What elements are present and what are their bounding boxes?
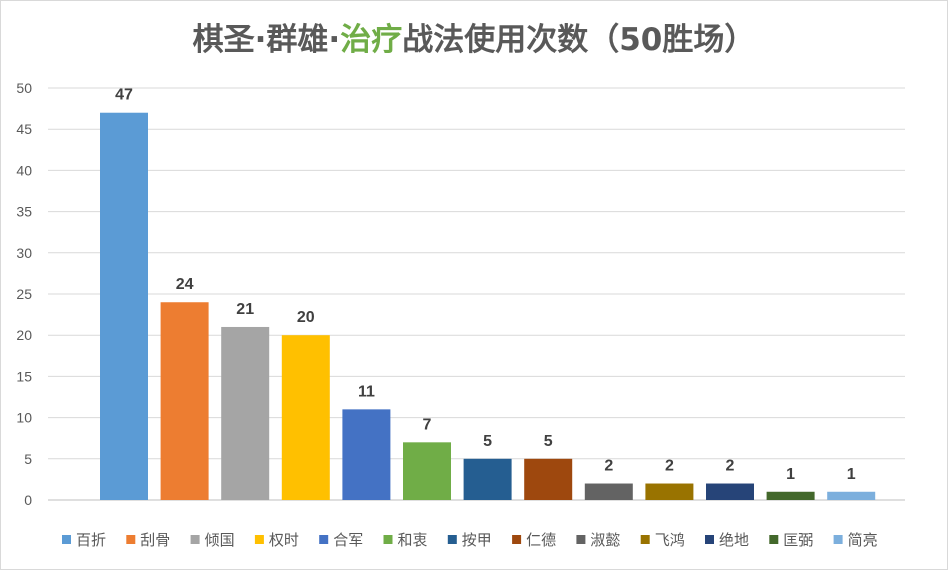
y-tick-label: 50 bbox=[16, 80, 32, 96]
bar-淑懿 bbox=[584, 483, 633, 500]
data-label: 1 bbox=[786, 466, 795, 483]
y-tick-label: 35 bbox=[16, 204, 32, 220]
chart-title-accent: 治疗 bbox=[340, 22, 403, 58]
legend-item: 倾国 bbox=[190, 531, 235, 549]
bar-倾国 bbox=[221, 326, 270, 500]
chart-title: 棋圣·群雄·治疗战法使用次数（50胜场） bbox=[0, 14, 948, 59]
y-tick-label: 45 bbox=[16, 121, 32, 137]
legend-label: 匡弼 bbox=[783, 531, 813, 549]
legend-item: 权时 bbox=[254, 531, 299, 549]
legend-swatch bbox=[447, 535, 457, 544]
legend-swatch bbox=[383, 535, 393, 544]
y-tick-label: 15 bbox=[16, 368, 32, 384]
legend-swatch bbox=[512, 535, 522, 544]
data-label: 11 bbox=[358, 383, 375, 400]
legend-swatch bbox=[126, 535, 136, 544]
data-label: 1 bbox=[847, 466, 856, 483]
legend-swatch bbox=[833, 535, 843, 544]
data-label: 7 bbox=[423, 416, 432, 433]
data-label: 24 bbox=[176, 276, 194, 293]
legend-swatch bbox=[254, 535, 264, 544]
bar-飞鸿 bbox=[645, 483, 694, 500]
legend-label: 按甲 bbox=[462, 531, 492, 549]
legend-swatch bbox=[319, 535, 329, 544]
legend-item: 刮骨 bbox=[126, 531, 170, 549]
legend-label: 刮骨 bbox=[140, 531, 170, 549]
legend-item: 匡弼 bbox=[769, 531, 813, 549]
legend-label: 倾国 bbox=[205, 531, 235, 549]
data-label: 20 bbox=[297, 309, 315, 326]
legend-item: 按甲 bbox=[447, 531, 492, 549]
bar-series bbox=[100, 112, 876, 500]
bar-权时 bbox=[281, 335, 330, 500]
data-label: 47 bbox=[115, 87, 133, 104]
legend-label: 仁德 bbox=[526, 531, 556, 549]
legend-label: 合军 bbox=[333, 531, 363, 549]
data-label: 5 bbox=[544, 433, 553, 450]
legend-label: 淑懿 bbox=[590, 531, 620, 549]
legend-item: 淑懿 bbox=[576, 531, 620, 549]
legend-label: 飞鸿 bbox=[655, 531, 685, 549]
legend-swatch bbox=[190, 535, 200, 544]
legend-swatch bbox=[62, 535, 71, 544]
legend-label: 百折 bbox=[76, 531, 106, 549]
chart-title-suffix: 战法使用次数（50胜场） bbox=[402, 22, 756, 58]
legend-label: 权时 bbox=[269, 531, 299, 549]
data-label: 5 bbox=[483, 433, 492, 450]
bar-匡弼 bbox=[766, 491, 815, 500]
bar-刮骨 bbox=[160, 302, 209, 500]
legend-swatch bbox=[640, 535, 650, 544]
legend-item: 飞鸿 bbox=[640, 531, 685, 549]
y-axis: 0 5 10 15 20 25 30 35 40 45 50 bbox=[16, 80, 32, 508]
data-label: 2 bbox=[604, 458, 613, 475]
y-tick-label: 30 bbox=[16, 245, 32, 261]
bar-按甲 bbox=[463, 458, 512, 500]
legend-label: 绝地 bbox=[719, 531, 749, 549]
legend-label: 和衷 bbox=[398, 531, 428, 549]
legend-swatch bbox=[769, 535, 779, 544]
bar-简亮 bbox=[827, 491, 876, 500]
y-tick-label: 40 bbox=[16, 162, 32, 178]
legend-item: 仁德 bbox=[512, 531, 556, 549]
legend-item: 合军 bbox=[319, 531, 363, 549]
y-tick-label: 5 bbox=[24, 451, 32, 467]
data-label: 2 bbox=[726, 458, 735, 475]
y-tick-label: 10 bbox=[16, 410, 32, 426]
legend-swatch bbox=[705, 535, 714, 544]
y-tick-label: 25 bbox=[16, 286, 32, 302]
legend-item: 简亮 bbox=[833, 531, 878, 549]
bar-和衷 bbox=[403, 442, 451, 500]
legend-label: 简亮 bbox=[848, 531, 878, 549]
bar-绝地 bbox=[706, 483, 754, 500]
bar-百折 bbox=[100, 112, 148, 500]
bar-仁德 bbox=[524, 458, 573, 500]
chart-title-prefix: 棋圣·群雄· bbox=[192, 22, 341, 58]
legend-swatch bbox=[576, 535, 586, 544]
bar-合军 bbox=[342, 409, 391, 500]
legend-item: 百折 bbox=[62, 531, 106, 549]
y-tick-label: 0 bbox=[24, 492, 32, 508]
legend-item: 绝地 bbox=[705, 531, 749, 549]
legend: 百折 刮骨 倾国 权时 合军 和衷 按甲 仁德 淑懿 飞鸿 绝地 匡弼 简亮 bbox=[62, 531, 878, 549]
y-tick-label: 20 bbox=[16, 327, 32, 343]
data-label: 21 bbox=[236, 301, 254, 318]
data-label: 2 bbox=[665, 458, 674, 475]
legend-item: 和衷 bbox=[383, 531, 428, 549]
